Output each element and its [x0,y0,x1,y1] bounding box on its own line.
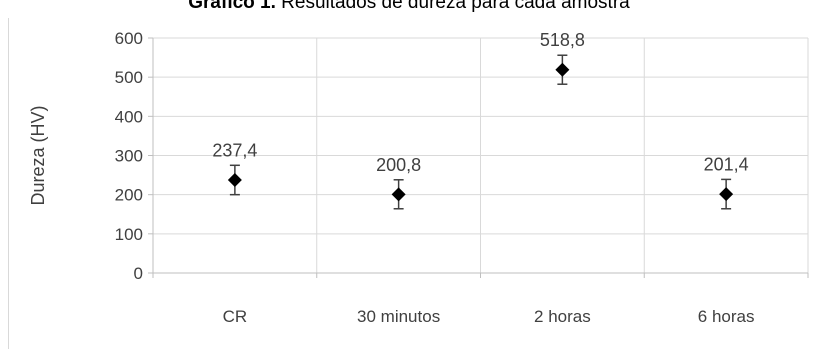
data-label: 201,4 [704,154,749,174]
chart-title-rest: Resultados de dureza para cada amostra [275,0,630,13]
data-point [719,187,734,202]
data-point [227,173,242,188]
y-axis-title: Dureza (HV) [28,105,48,205]
y-tick-label: 400 [115,107,143,126]
y-tick-label: 0 [134,264,143,283]
chart-title: Gráfico 1. Resultados de dureza para cad… [0,0,818,15]
data-label: 200,8 [376,155,421,175]
chart-title-bold: Gráfico 1. [188,0,276,13]
x-tick-label: 30 minutos [357,307,440,326]
x-tick-label: 6 horas [698,307,755,326]
data-point [391,187,406,202]
y-tick-label: 600 [115,29,143,48]
data-point [555,62,570,77]
y-tick-label: 500 [115,68,143,87]
data-label: 237,4 [212,140,257,160]
y-tick-label: 100 [115,225,143,244]
y-tick-label: 300 [115,147,143,166]
x-tick-label: 2 horas [534,307,591,326]
data-label: 518,8 [540,30,585,50]
chart-area-border [8,18,9,349]
y-tick-label: 200 [115,186,143,205]
x-tick-label: CR [223,307,248,326]
